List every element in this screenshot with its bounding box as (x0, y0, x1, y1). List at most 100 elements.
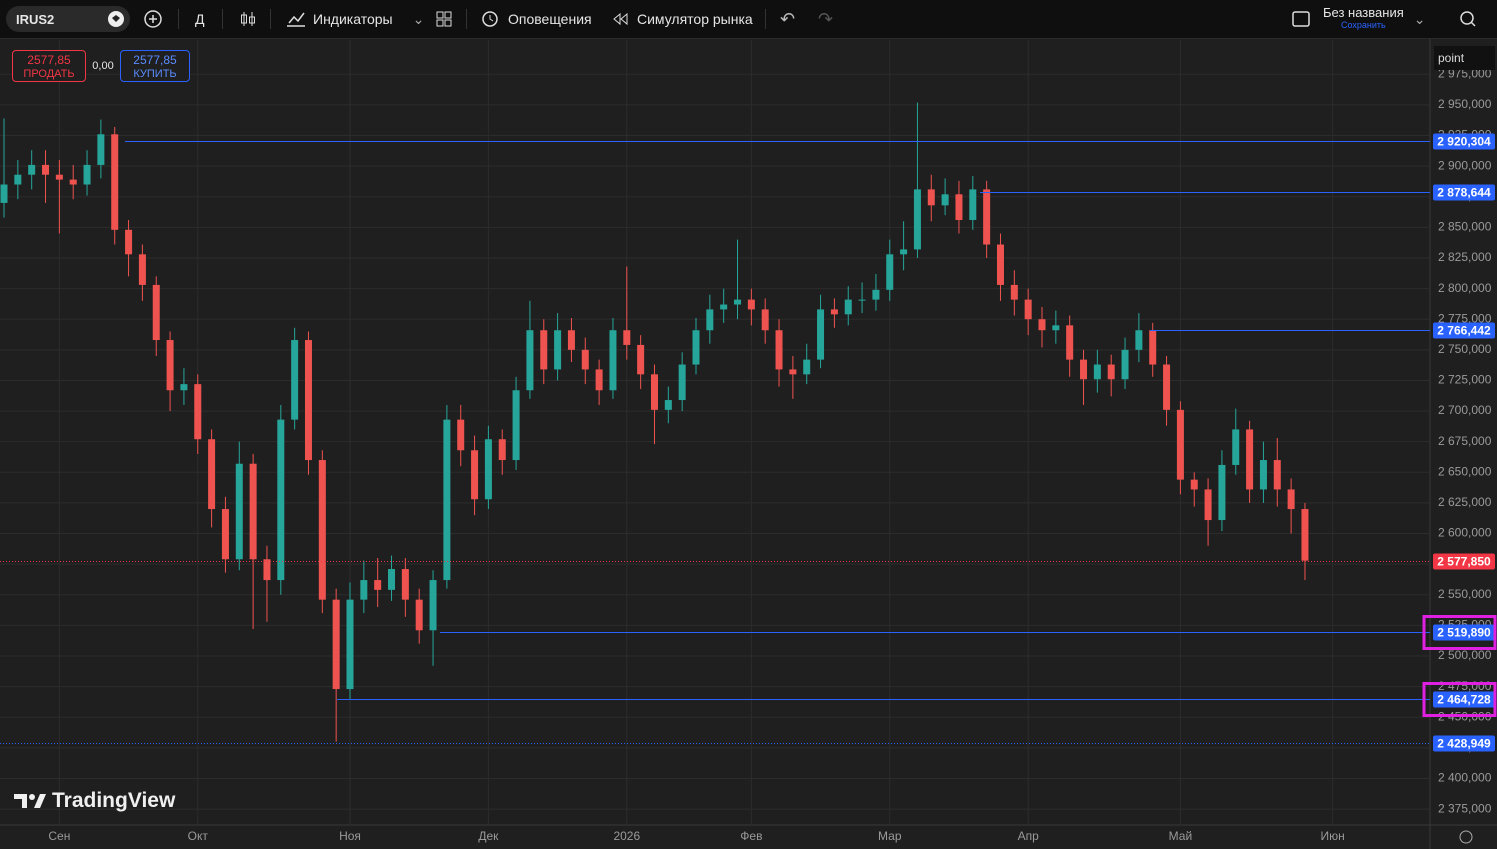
separator (765, 9, 766, 29)
candle-body (609, 330, 617, 391)
candle-body (388, 569, 396, 590)
candle-body (1010, 284, 1018, 300)
symbol-search[interactable]: IRUS2 (6, 6, 130, 32)
candle-body (983, 189, 991, 245)
layout-name: Без названия (1323, 5, 1404, 20)
candle-body (554, 330, 562, 370)
save-label[interactable]: Сохранить (1341, 20, 1386, 30)
symbol-icon (108, 11, 124, 27)
add-symbol[interactable] (143, 0, 163, 38)
indicators-button[interactable]: Индикаторы ⌄ (285, 0, 424, 38)
candle-body (581, 349, 589, 370)
interval[interactable]: Д (195, 11, 205, 27)
candle-body (471, 450, 479, 500)
candle-body (14, 174, 22, 185)
undo[interactable]: ↶ (780, 8, 796, 29)
candle-body (1024, 299, 1032, 320)
y-tick-label: 2 750,000 (1438, 342, 1492, 356)
logo-text: TradingView (52, 789, 176, 812)
replay-button[interactable]: Симулятор рынка (611, 0, 753, 38)
candle-body (512, 390, 520, 461)
candle-body (664, 400, 672, 410)
candle-body (1149, 330, 1157, 365)
candle-body (1093, 364, 1101, 380)
alerts-button[interactable]: Оповещения (480, 0, 592, 38)
redo[interactable]: ↷ (818, 8, 834, 29)
candle-body (1135, 330, 1143, 350)
price-label-box (1433, 133, 1495, 150)
candle-body (318, 460, 326, 600)
x-tick-label: Сен (48, 829, 70, 843)
candle-body (1204, 489, 1212, 521)
sell-button[interactable]: 2577,85 ПРОДАТЬ (12, 50, 86, 82)
chart-type[interactable] (238, 0, 258, 38)
candle-body (28, 164, 36, 175)
price-label: 2 577,850 (1437, 555, 1491, 569)
candle-body (913, 189, 921, 250)
x-tick-label: Май (1169, 829, 1193, 843)
candle-body (1107, 364, 1115, 380)
candle-body (858, 299, 866, 301)
candle-body (692, 330, 700, 365)
candle-body (941, 194, 949, 206)
candle-body (1066, 325, 1074, 360)
candle-body (263, 559, 271, 581)
spread: 0,00 (92, 60, 114, 72)
candle-body (97, 134, 105, 165)
candles (0, 102, 1309, 742)
settings-icon[interactable] (1459, 830, 1473, 844)
dropdown-caret: ⌄ (412, 10, 425, 27)
x-tick-label: Дек (478, 829, 499, 843)
candle-body (567, 330, 575, 350)
candle-body (208, 439, 216, 510)
candle-body (595, 369, 603, 391)
y-tick-label: 2 800,000 (1438, 281, 1492, 295)
layout-title: Без названия Сохранить (1323, 5, 1404, 31)
buy-button[interactable]: 2577,85 КУПИТЬ (120, 50, 190, 82)
candle-body (996, 244, 1004, 285)
candle-body (1163, 364, 1171, 410)
candle-body (650, 374, 658, 410)
candle-body (720, 304, 728, 310)
y-tick-label: 2 375,000 (1438, 801, 1492, 815)
logo: TradingView (14, 789, 175, 813)
candle-body (125, 229, 133, 255)
highlight-box (1422, 682, 1497, 717)
candle-body (180, 384, 188, 391)
candle-body (969, 189, 977, 221)
layouts-button[interactable] (434, 0, 454, 38)
candle-body (498, 439, 506, 461)
candle-body (872, 289, 880, 300)
price-label-box (1433, 184, 1495, 201)
y-tick-label: 2 400,000 (1438, 771, 1492, 785)
candle-body (1190, 479, 1198, 490)
indicators-label: Индикаторы (313, 11, 393, 27)
candle-body (540, 330, 548, 370)
candle-body (955, 194, 963, 221)
candle-body (1301, 509, 1309, 561)
candle-body (734, 299, 742, 305)
y-tick-label: 2 650,000 (1438, 464, 1492, 478)
candle-body (484, 439, 492, 500)
y-tick-label: 2 850,000 (1438, 220, 1492, 234)
candle-body (775, 330, 783, 370)
alert-icon (482, 11, 498, 27)
candle-body (1232, 429, 1240, 465)
price-scale-mode[interactable]: point (1434, 46, 1495, 70)
candle-body (0, 184, 8, 203)
candle-body (1287, 489, 1295, 510)
price-label: 2 464,728 (1437, 693, 1491, 707)
candle-body (747, 299, 755, 310)
layout-icon (1292, 11, 1310, 27)
layout-menu[interactable]: Без названия Сохранить ⌄ (1291, 0, 1425, 38)
candle-body (401, 569, 409, 600)
y-tick-label: 2 700,000 (1438, 403, 1492, 417)
candle-body (637, 344, 645, 375)
candle-body (332, 599, 340, 690)
grid-icon (436, 11, 452, 27)
candle-body (138, 254, 146, 285)
y-tick-label: 2 950,000 (1438, 97, 1492, 111)
quick-search[interactable] (1458, 0, 1488, 38)
candle-body (761, 309, 769, 331)
